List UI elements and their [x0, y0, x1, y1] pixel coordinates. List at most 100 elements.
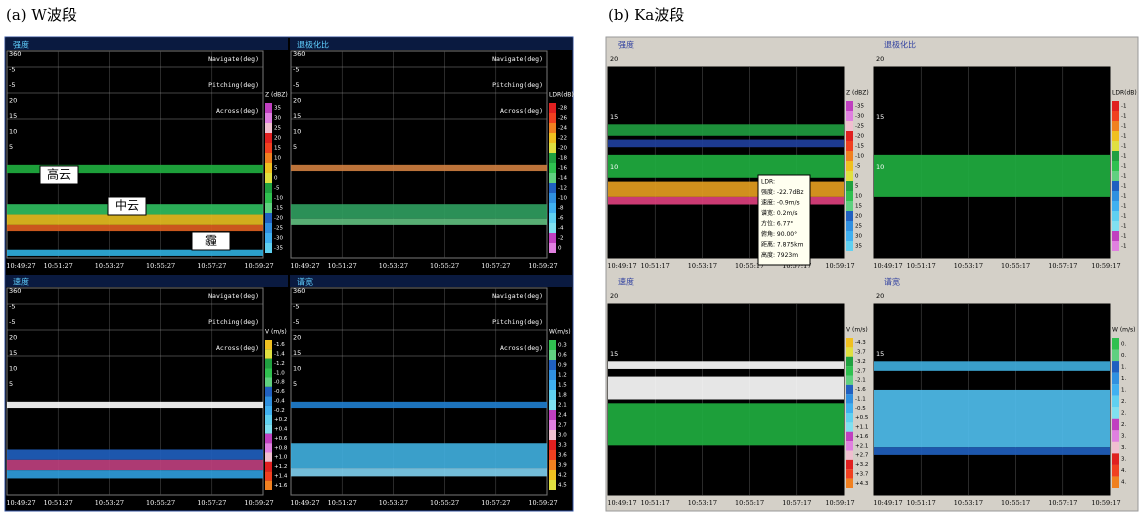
colorbar-label: 25	[274, 126, 281, 132]
colorbar-cell	[1112, 442, 1119, 454]
colorbar-label: -4	[558, 226, 564, 232]
tooltip-line: 俯角: 90.00°	[761, 230, 797, 238]
colorbar-cell	[549, 173, 556, 183]
colorbar-cell	[1112, 384, 1119, 396]
colorbar-label: -0.2	[274, 408, 285, 414]
colorbar-label: -15	[855, 144, 864, 150]
colorbar-cell	[265, 481, 272, 490]
colorbar-cell	[265, 223, 272, 233]
x-tick-label: 10:57:17	[782, 499, 811, 507]
colorbar-label: -1	[1121, 174, 1126, 180]
colorbar-label: +1.0	[274, 455, 288, 461]
colorbar-label: -1	[1121, 124, 1126, 130]
subplot-title: 强度	[13, 40, 29, 50]
y-tick-label: -5	[9, 318, 15, 326]
colorbar-label: +0.6	[274, 436, 288, 442]
colorbar-label: 35	[274, 106, 281, 112]
x-tick-label: 10:55:27	[430, 262, 459, 270]
colorbar-label: -20	[558, 146, 567, 152]
x-tick-label: 10:55:27	[430, 499, 459, 507]
overlay-label: Across(deg)	[500, 344, 543, 352]
y-tick-label: 5	[9, 380, 13, 388]
y-tick-label: 20	[876, 292, 884, 300]
colorbar-cell	[265, 213, 272, 223]
colorbar-cell	[549, 400, 556, 410]
y-tick-label: 360	[293, 50, 305, 58]
colorbar-label: 35	[855, 244, 862, 250]
colorbar-label: 1.	[1121, 387, 1126, 393]
colorbar-label: 30	[274, 116, 281, 122]
colorbar-label: -1	[1121, 204, 1126, 210]
echo-band	[291, 204, 547, 218]
colorbar-cell	[265, 396, 272, 405]
overlay-label: Across(deg)	[500, 107, 543, 115]
colorbar-label: +3.7	[855, 471, 869, 477]
colorbar-cell	[846, 376, 853, 385]
colorbar-cell	[1112, 201, 1119, 211]
colorbar-cell	[1112, 151, 1119, 161]
colorbar-cell	[549, 360, 556, 370]
colorbar-label: 2.4	[558, 413, 567, 419]
colorbar-cell	[265, 103, 272, 113]
colorbar-cell	[265, 143, 272, 153]
overlay-label: Pitching(deg)	[492, 81, 543, 89]
colorbar-cell	[265, 123, 272, 133]
y-tick-label: 15	[610, 113, 618, 121]
colorbar-label: -0.5	[855, 406, 866, 412]
colorbar-cell	[265, 163, 272, 173]
colorbar-cell	[549, 460, 556, 470]
colorbar-label: +0.2	[274, 417, 287, 423]
colorbar-cell	[265, 415, 272, 424]
colorbar-cell	[549, 123, 556, 133]
y-tick-label: 360	[9, 50, 21, 58]
colorbar-label: -0.6	[274, 389, 285, 395]
colorbar-cell	[549, 183, 556, 193]
colorbar-label: -28	[558, 106, 567, 112]
colorbar-label: +1.6	[855, 434, 869, 440]
colorbar-cell	[846, 171, 853, 181]
colorbar-label: 20	[855, 214, 862, 220]
x-tick-label: 10:49:27	[290, 262, 319, 270]
colorbar-cell	[1112, 465, 1119, 477]
colorbar-cell	[549, 340, 556, 350]
colorbar-cell	[846, 366, 853, 375]
y-tick-label: 20	[293, 97, 301, 105]
colorbar-cell	[846, 161, 853, 171]
colorbar-cell	[549, 390, 556, 400]
colorbar-cell	[549, 103, 556, 113]
colorbar-cell	[265, 406, 272, 415]
annotation: 高云	[47, 167, 71, 182]
overlay-label: Across(deg)	[216, 344, 259, 352]
colorbar-label: -1	[1121, 244, 1126, 250]
x-tick-label: 10:51:27	[44, 499, 73, 507]
y-tick-label: 20	[9, 97, 17, 105]
overlay-label: Pitching(deg)	[492, 318, 543, 326]
colorbar-cell	[265, 349, 272, 358]
colorbar-cell	[1112, 373, 1119, 385]
colorbar-cell	[846, 241, 853, 251]
x-tick-label: 10:53:17	[954, 262, 983, 270]
echo-band	[874, 390, 1110, 447]
x-tick-label: 10:59:17	[825, 499, 854, 507]
colorbar-label: -1.1	[855, 396, 866, 402]
overlay-label: Navigate(deg)	[208, 292, 259, 300]
colorbar-label: -1.6	[274, 342, 285, 348]
panel-label: (a) W波段	[6, 6, 77, 24]
colorbar-label: -1	[1121, 234, 1126, 240]
subplot-title: 谱宽	[297, 277, 313, 287]
colorbar-label: 4.5	[558, 483, 567, 489]
tooltip-line: 速度: -0.9m/s	[761, 199, 800, 207]
colorbar-cell	[846, 347, 853, 356]
colorbar-label: -8	[558, 206, 564, 212]
colorbar-unit: V (m/s)	[846, 327, 868, 334]
colorbar-cell	[549, 410, 556, 420]
colorbar-cell	[265, 233, 272, 243]
y-tick-label: 20	[9, 334, 17, 342]
echo-band	[608, 377, 844, 400]
colorbar-label: 2.	[1121, 411, 1126, 417]
colorbar-cell	[846, 451, 853, 460]
colorbar-label: -3.2	[855, 359, 866, 365]
colorbar-cell	[1112, 476, 1119, 488]
colorbar-label: -30	[274, 236, 283, 242]
colorbar-cell	[846, 191, 853, 201]
